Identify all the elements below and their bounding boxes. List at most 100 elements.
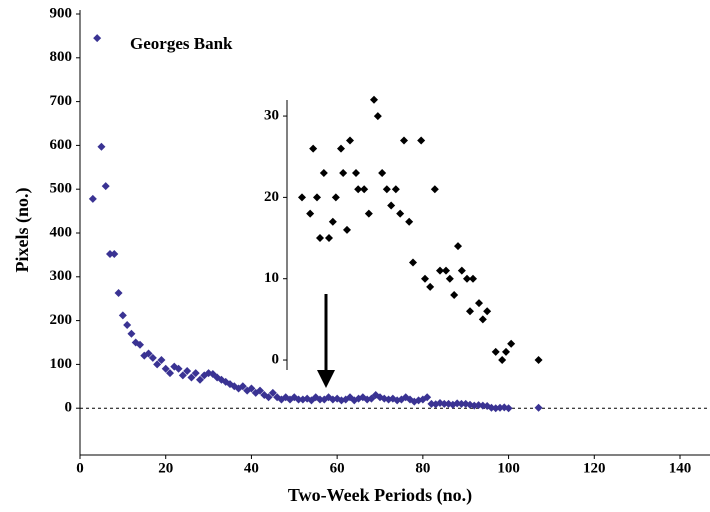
x-axis-label: Two-Week Periods (no.)	[288, 485, 472, 506]
point	[391, 185, 400, 194]
point	[373, 112, 382, 121]
point	[475, 299, 483, 308]
point	[504, 404, 513, 413]
point	[360, 185, 369, 194]
point	[423, 393, 432, 402]
point	[148, 353, 157, 362]
point	[457, 399, 466, 408]
point	[161, 364, 170, 373]
point	[370, 95, 378, 104]
point	[110, 250, 119, 259]
x-tick-label: 140	[669, 460, 692, 476]
point	[256, 386, 264, 395]
point	[166, 369, 174, 378]
point	[436, 266, 444, 275]
point	[127, 329, 136, 338]
y-tick-label: 10	[264, 270, 279, 286]
point	[247, 384, 256, 393]
point	[339, 168, 348, 177]
point	[88, 194, 97, 203]
point	[387, 201, 396, 210]
point	[445, 274, 454, 283]
point	[101, 182, 110, 191]
x-tick-label: 0	[76, 460, 84, 476]
y-tick-label: 20	[264, 189, 279, 205]
point	[498, 356, 507, 365]
point	[316, 234, 324, 243]
point	[354, 185, 363, 194]
y-tick-label: 600	[50, 137, 73, 153]
point	[534, 403, 543, 412]
point	[316, 395, 324, 404]
point	[396, 209, 405, 218]
point	[417, 136, 426, 145]
point	[153, 360, 162, 369]
point	[306, 209, 315, 218]
y-tick-label: 0	[272, 351, 280, 367]
y-tick-label: 900	[50, 5, 73, 21]
y-tick-label: 300	[50, 268, 73, 284]
point	[450, 290, 459, 299]
point	[483, 307, 492, 316]
point	[174, 364, 183, 373]
arrow-head	[317, 370, 335, 388]
y-tick-label: 200	[50, 312, 73, 328]
point	[502, 347, 510, 356]
point	[454, 242, 462, 251]
point	[405, 217, 414, 226]
y-tick-label: 400	[50, 224, 73, 240]
x-tick-label: 40	[244, 460, 259, 476]
point	[183, 366, 192, 375]
point	[364, 209, 373, 218]
point	[196, 375, 204, 384]
point	[343, 225, 351, 234]
point	[346, 136, 354, 145]
y-tick-label: 500	[50, 181, 73, 197]
point	[319, 168, 328, 177]
point	[409, 258, 417, 267]
point	[491, 347, 500, 356]
x-tick-label: 100	[497, 460, 520, 476]
point	[478, 315, 487, 324]
point	[400, 136, 408, 145]
y-tick-label: 30	[264, 108, 279, 124]
y-tick-label: 0	[65, 400, 73, 416]
point	[309, 144, 318, 153]
point	[157, 356, 166, 365]
point	[337, 144, 345, 153]
annotation: Georges Bank	[130, 34, 233, 53]
point	[136, 340, 144, 349]
point	[93, 34, 102, 43]
point	[382, 185, 391, 194]
y-tick-label: 100	[50, 356, 73, 372]
x-tick-label: 20	[158, 460, 173, 476]
point	[421, 274, 429, 283]
point	[123, 320, 132, 329]
point	[352, 168, 360, 177]
y-axis-label: Pixels (no.)	[12, 188, 33, 273]
point	[251, 388, 260, 397]
point	[313, 193, 321, 202]
point	[507, 339, 516, 348]
x-tick-label: 60	[330, 460, 345, 476]
point	[442, 266, 450, 275]
point	[294, 395, 303, 404]
point	[97, 142, 106, 151]
point	[298, 193, 306, 202]
point	[191, 369, 200, 378]
point	[118, 311, 127, 320]
point	[534, 356, 543, 365]
point	[187, 373, 196, 382]
y-tick-label: 700	[50, 93, 73, 109]
y-tick-label: 800	[50, 49, 73, 65]
point	[331, 193, 340, 202]
point	[469, 274, 477, 283]
x-tick-label: 80	[415, 460, 430, 476]
point	[440, 399, 449, 408]
point	[457, 266, 466, 275]
point	[325, 234, 333, 243]
point	[238, 382, 247, 391]
point	[114, 289, 123, 298]
point	[268, 388, 277, 397]
